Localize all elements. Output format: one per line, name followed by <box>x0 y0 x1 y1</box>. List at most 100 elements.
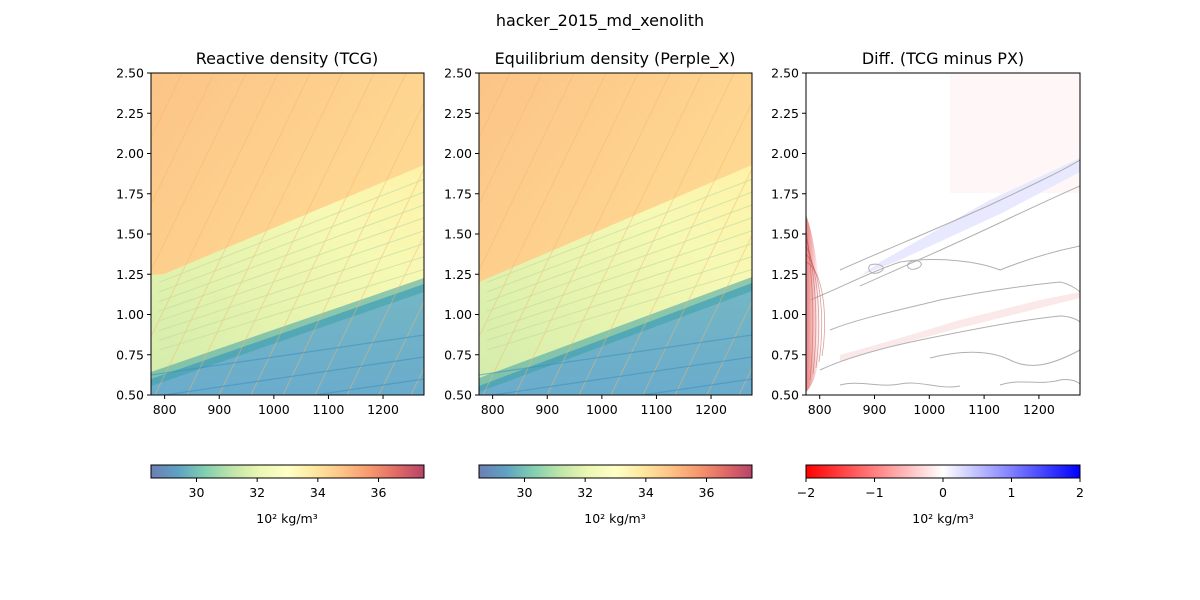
colorbar-equilibrium: 30 32 34 36 10² kg/m³ <box>478 464 753 526</box>
colorbar-ticks-equilibrium: 30 32 34 36 <box>517 478 715 500</box>
isoline <box>151 73 183 139</box>
isoline <box>0 63 27 395</box>
contour-lines-reactive <box>0 63 424 463</box>
colorbar-label-difference: 10² kg/m³ <box>912 511 973 526</box>
isoline <box>154 73 311 395</box>
isoline <box>0 63 59 395</box>
y-tick-label: 1.25 <box>444 267 472 282</box>
isoline <box>578 73 735 395</box>
contour-line <box>839 159 1080 271</box>
colorbar-tick-label: 2 <box>1076 485 1084 500</box>
y-tick-label: 1.00 <box>444 307 472 322</box>
y-tick-label: 1.75 <box>444 186 472 201</box>
isoline <box>310 378 424 395</box>
y-tick-label: 0.75 <box>444 347 472 362</box>
boundary-lower-band <box>151 278 424 386</box>
x-tick-label: 900 <box>207 402 231 417</box>
y-axis-equilibrium: 0.50 0.75 1.00 1.25 1.50 1.75 2.00 2.25 2.50 <box>444 66 479 403</box>
field-blue-band <box>860 158 1080 276</box>
contour-line <box>868 263 884 274</box>
isoline <box>488 356 752 395</box>
isoline <box>186 73 343 395</box>
figure-suptitle: hacker_2015_md_xenolith <box>496 11 704 31</box>
x-tick-label: 800 <box>153 402 177 417</box>
isoline <box>479 73 575 272</box>
isoline <box>486 268 752 351</box>
colorbar-tick-label: 36 <box>699 485 715 500</box>
x-axis-reactive: 800 900 1000 1100 1200 <box>153 395 399 417</box>
isoline <box>151 73 279 339</box>
contour-line <box>929 349 1080 366</box>
y-tick-label: 1.50 <box>771 227 799 242</box>
colorbar-tick-label: 34 <box>638 485 654 500</box>
x-tick-label: 900 <box>535 402 559 417</box>
x-tick-label: 1100 <box>313 402 345 417</box>
isoline <box>0 63 91 395</box>
field-wedge-region <box>479 165 752 386</box>
y-tick-label: 2.50 <box>771 66 799 81</box>
isoline <box>486 204 752 303</box>
isoline <box>160 356 424 395</box>
contour-line-red <box>806 245 820 369</box>
colorbar-ticks-reactive: 30 32 34 36 <box>189 478 386 500</box>
x-tick-label: 800 <box>481 402 505 417</box>
x-axis-difference: 800 900 1000 1100 1200 <box>808 395 1055 417</box>
isoline <box>158 178 424 283</box>
isoline <box>546 73 703 395</box>
isoline <box>158 243 424 332</box>
colorbar-difference: −2 −1 0 1 2 10² kg/m³ <box>797 464 1084 526</box>
isoline <box>250 73 407 395</box>
heatmap-difference <box>806 73 1080 395</box>
contour-lines-equilibrium <box>479 73 752 395</box>
y-tick-label: 2.25 <box>771 106 799 121</box>
isoline <box>151 423 424 463</box>
contour-line <box>859 185 1080 287</box>
field-wedge-region <box>151 165 424 379</box>
isoline <box>674 234 752 395</box>
colorbar-label-reactive: 10² kg/m³ <box>256 511 317 526</box>
heatmap-equilibrium <box>479 73 752 395</box>
y-tick-label: 1.25 <box>116 267 144 282</box>
colorbar-tick-label: 1 <box>1008 485 1016 500</box>
isoline <box>158 217 424 312</box>
isoline <box>158 191 424 293</box>
isoline <box>479 334 752 376</box>
x-tick-label: 1200 <box>695 402 727 417</box>
contour-line-red <box>806 253 823 363</box>
y-tick-label: 0.75 <box>116 347 144 362</box>
isoline <box>479 73 511 139</box>
y-axis-reactive: 0.50 0.75 1.00 1.25 1.50 1.75 2.00 2.25 2.50 <box>116 66 151 403</box>
y-tick-label: 1.50 <box>116 227 144 242</box>
colorbar-tick-label: 30 <box>189 485 205 500</box>
contour-line <box>999 379 1080 386</box>
isoline <box>706 300 752 395</box>
contour-lines-difference <box>806 159 1080 388</box>
contour-line-red <box>806 261 825 357</box>
y-tick-label: 1.75 <box>771 186 799 201</box>
colorbar-label-equilibrium: 10² kg/m³ <box>584 511 645 526</box>
contour-line <box>829 281 1080 331</box>
y-tick-label: 1.75 <box>116 186 144 201</box>
colorbar-tick-label: 32 <box>249 485 265 500</box>
colorbar-tick-label: 30 <box>517 485 533 500</box>
x-tick-label: 1200 <box>367 402 399 417</box>
colorbar-strip-difference <box>805 464 1081 479</box>
y-tick-label: 2.00 <box>444 146 472 161</box>
y-tick-label: 0.50 <box>771 388 799 403</box>
colorbar-tick-label: 32 <box>577 485 593 500</box>
contour-line <box>819 315 1080 371</box>
isoline <box>346 234 424 395</box>
isoline <box>158 230 424 322</box>
panel-difference: Diff. (TCG minus PX) 800 900 1000 1100 1200 … <box>771 49 1081 417</box>
colorbar-ticks-difference: −2 −1 0 1 2 <box>797 478 1084 500</box>
isoline <box>151 73 215 206</box>
x-tick-label: 1000 <box>913 402 945 417</box>
y-tick-label: 0.50 <box>444 388 472 403</box>
colorbar-reactive: 30 32 34 36 10² kg/m³ <box>150 464 425 526</box>
y-tick-label: 1.25 <box>771 267 799 282</box>
y-tick-label: 1.00 <box>771 307 799 322</box>
contour-line <box>839 382 961 388</box>
isoline <box>158 204 424 303</box>
isoline <box>486 230 752 322</box>
